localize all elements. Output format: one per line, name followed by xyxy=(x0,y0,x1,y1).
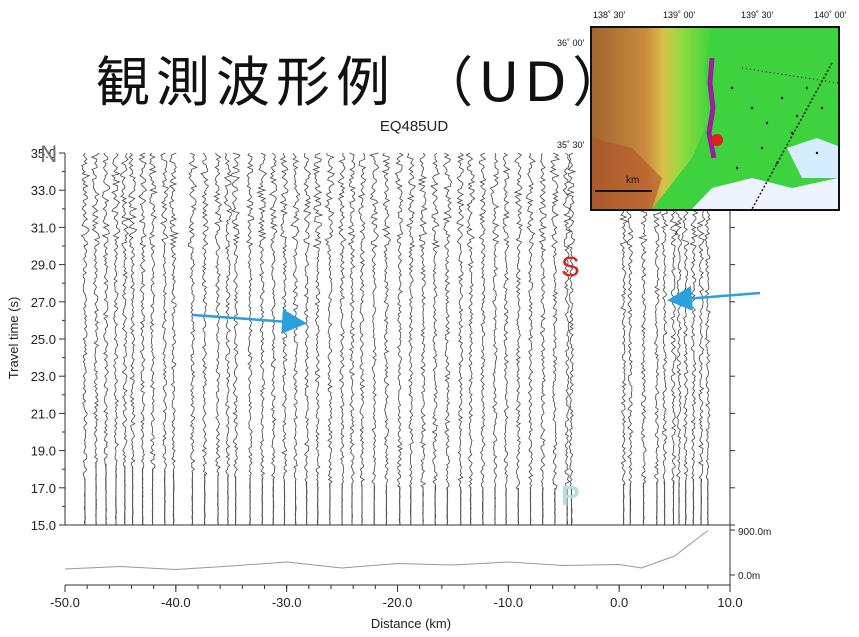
map-lat-label-1: 36˚ 00' xyxy=(557,38,585,48)
trace xyxy=(168,152,180,526)
y-tick-label: 19.0 xyxy=(31,444,56,459)
p-wave-label: P xyxy=(561,480,580,511)
trace xyxy=(187,152,198,526)
elev-label-top: 900.0m xyxy=(738,527,771,538)
chart-title: EQ485UD xyxy=(379,118,449,135)
trace xyxy=(526,152,536,526)
location-map: km xyxy=(590,26,840,211)
trace xyxy=(230,152,241,526)
y-tick-label: 29.0 xyxy=(31,258,56,273)
elevation-line xyxy=(64,530,709,571)
trace xyxy=(417,152,428,526)
y-tick-label: 23.0 xyxy=(31,369,56,384)
trace xyxy=(302,152,312,526)
map-lon-label-3: 139˚ 30' xyxy=(741,10,774,20)
trace xyxy=(442,152,453,526)
y-tick-label: 35.0 xyxy=(31,146,56,161)
trace xyxy=(549,152,561,526)
x-tick-label: -10.0 xyxy=(494,595,524,610)
y-tick-label: 31.0 xyxy=(31,220,56,235)
trace xyxy=(80,152,91,526)
trace xyxy=(312,152,324,526)
trace xyxy=(478,152,487,526)
y-axis-label: Travel time (s) xyxy=(6,297,21,380)
trace xyxy=(369,152,380,526)
trace xyxy=(159,152,170,525)
trace xyxy=(148,152,159,526)
axes-group: 15.0 17.0 19.0 21.0 23.0 25.0 27.0 29.0 31.0 33.0… xyxy=(31,146,743,610)
x-tick-label: 10.0 xyxy=(717,595,742,610)
x-axis-label: Distance (km) xyxy=(371,616,451,631)
trace xyxy=(256,152,268,526)
trace xyxy=(127,152,138,526)
trace xyxy=(290,152,301,526)
slide-title: 観測波形例 （UD） xyxy=(96,51,633,114)
trace xyxy=(394,152,404,526)
map-lon-label-2: 139˚ 00' xyxy=(663,10,696,20)
y-tick-label: 27.0 xyxy=(31,295,56,310)
epicenter-marker xyxy=(711,134,723,146)
trace xyxy=(357,152,367,526)
map-lat-label-2: 35˚ 30' xyxy=(557,140,585,150)
y-tick-label: 25.0 xyxy=(31,332,56,347)
trace xyxy=(200,152,210,526)
trace xyxy=(637,152,648,526)
trace xyxy=(347,152,356,525)
trace xyxy=(245,152,255,526)
north-label: N xyxy=(40,141,57,168)
trace xyxy=(688,152,699,525)
trace xyxy=(119,152,131,526)
x-tick-label: 0.0 xyxy=(610,595,628,610)
elev-label-bottom: 0.0m xyxy=(738,571,760,582)
map-graphic: km xyxy=(592,28,838,209)
trace xyxy=(324,152,335,526)
trace xyxy=(101,152,111,526)
trace xyxy=(502,152,511,526)
trace xyxy=(674,152,684,525)
trace-group xyxy=(80,152,712,526)
map-scale-label: km xyxy=(626,175,639,186)
x-tick-label: -40.0 xyxy=(161,595,191,610)
y-tick-label: 21.0 xyxy=(31,406,56,421)
trace xyxy=(652,152,661,526)
trace xyxy=(703,152,712,526)
trace xyxy=(660,152,670,526)
trace xyxy=(405,152,417,526)
elevation-panel: 900.0m 0.0m xyxy=(64,527,771,582)
trace xyxy=(381,152,392,526)
s-wave-label: S xyxy=(561,251,580,282)
y-tick-label: 17.0 xyxy=(31,481,56,496)
trace xyxy=(618,152,629,526)
trace xyxy=(223,152,232,526)
arrow-left xyxy=(192,309,307,335)
x-tick-label: -30.0 xyxy=(272,595,302,610)
trace xyxy=(213,152,223,526)
y-tick-label: 33.0 xyxy=(31,183,56,198)
map-lon-label-1: 138˚ 30' xyxy=(593,10,626,20)
arrow-right xyxy=(667,285,761,311)
trace xyxy=(269,152,278,526)
trace xyxy=(696,152,706,526)
trace xyxy=(538,152,547,526)
trace xyxy=(669,152,678,526)
trace xyxy=(513,152,524,525)
trace xyxy=(489,152,500,526)
trace xyxy=(565,152,577,526)
trace xyxy=(465,152,476,526)
x-tick-label: -20.0 xyxy=(383,595,413,610)
trace xyxy=(680,152,692,526)
map-lon-label-4: 140˚ 00' xyxy=(814,10,847,20)
trace xyxy=(562,152,572,526)
x-tick-label: -50.0 xyxy=(50,595,80,610)
trace xyxy=(456,152,465,526)
station-dots xyxy=(730,86,824,170)
trace xyxy=(430,152,441,526)
trace xyxy=(279,152,289,525)
trace xyxy=(110,152,121,526)
trace xyxy=(138,152,148,526)
y-tick-label: 15.0 xyxy=(31,518,56,533)
trace xyxy=(337,152,347,525)
trace xyxy=(626,152,635,526)
